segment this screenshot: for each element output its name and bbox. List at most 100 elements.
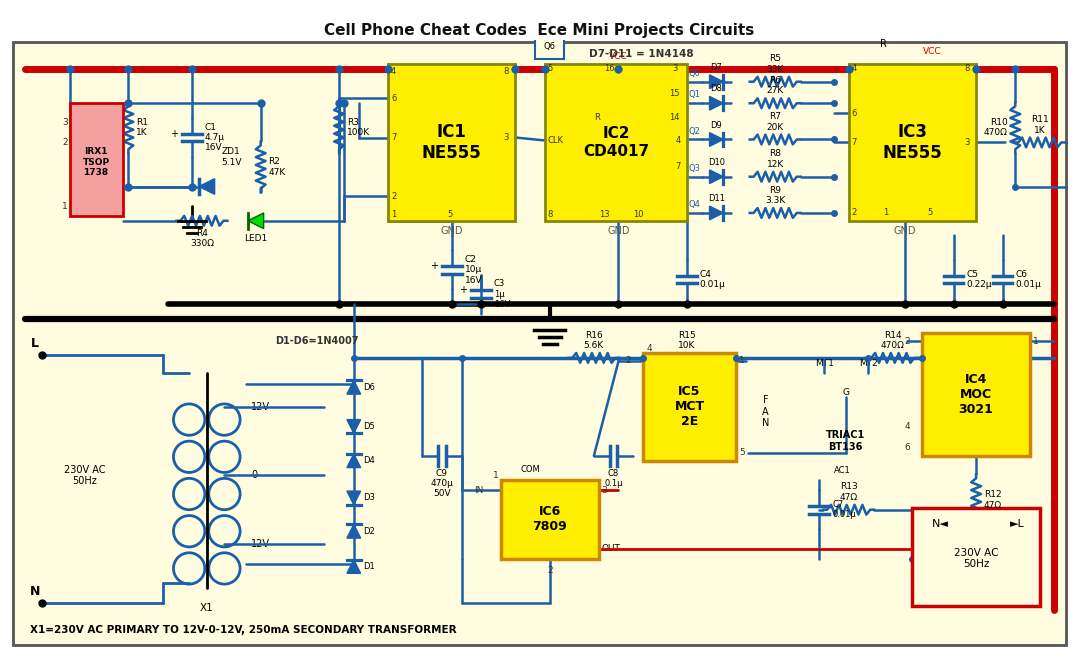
Text: R: R xyxy=(879,40,887,50)
Text: LED1: LED1 xyxy=(244,234,268,244)
Text: 5: 5 xyxy=(548,65,554,73)
Text: X1=230V AC PRIMARY TO 12V-0-12V, 250mA SECONDARY TRANSFORMER: X1=230V AC PRIMARY TO 12V-0-12V, 250mA S… xyxy=(30,625,457,635)
Text: 7: 7 xyxy=(391,133,396,142)
Text: L: L xyxy=(31,337,39,350)
Text: 13: 13 xyxy=(599,211,610,219)
Text: 8: 8 xyxy=(548,211,554,219)
Text: C4
0.01µ: C4 0.01µ xyxy=(699,270,725,289)
Text: 16: 16 xyxy=(603,65,614,73)
Text: COM: COM xyxy=(520,465,541,475)
Text: D8: D8 xyxy=(710,84,722,94)
Text: 2: 2 xyxy=(547,566,552,576)
Text: 4: 4 xyxy=(905,422,911,431)
Text: 6: 6 xyxy=(391,94,396,103)
Text: R5
33K: R5 33K xyxy=(766,55,783,74)
Text: 1: 1 xyxy=(739,356,745,366)
Text: R2
47K: R2 47K xyxy=(269,157,286,177)
Text: ZD1
5.1V: ZD1 5.1V xyxy=(221,147,242,167)
Text: C6
0.01µ: C6 0.01µ xyxy=(1015,270,1041,289)
Text: C5
0.22µ: C5 0.22µ xyxy=(967,270,992,289)
Text: D6: D6 xyxy=(364,383,375,392)
Text: 6: 6 xyxy=(904,444,911,453)
Text: 0: 0 xyxy=(251,471,257,480)
Text: 1: 1 xyxy=(493,471,498,480)
Bar xyxy=(913,508,1040,606)
Text: COM: COM xyxy=(646,448,667,457)
Text: R: R xyxy=(593,114,600,123)
Text: TRIAC1
BT136: TRIAC1 BT136 xyxy=(827,430,865,452)
Text: 230V AC
50Hz: 230V AC 50Hz xyxy=(64,465,105,486)
Polygon shape xyxy=(199,179,215,194)
Bar xyxy=(545,64,687,221)
Text: +: + xyxy=(431,261,438,271)
Text: IC4
MOC
3021: IC4 MOC 3021 xyxy=(958,373,994,416)
Text: R6
27K: R6 27K xyxy=(766,76,783,96)
Text: ►L: ►L xyxy=(1010,519,1025,529)
Text: 8: 8 xyxy=(965,65,970,73)
Bar xyxy=(923,333,1030,456)
Bar xyxy=(535,35,564,59)
Text: VCC: VCC xyxy=(923,48,941,56)
Text: 3: 3 xyxy=(62,118,68,127)
Text: D2: D2 xyxy=(364,527,375,536)
Text: D7-D11 = 1N4148: D7-D11 = 1N4148 xyxy=(589,50,694,59)
Text: CLK: CLK xyxy=(548,136,564,145)
Text: 14: 14 xyxy=(669,114,680,123)
Text: IC3
NE555: IC3 NE555 xyxy=(883,123,942,162)
Text: C9
470µ
50V: C9 470µ 50V xyxy=(431,469,453,498)
Text: IC2
CD4017: IC2 CD4017 xyxy=(583,126,648,158)
Text: D5: D5 xyxy=(364,422,375,431)
Bar xyxy=(69,103,123,216)
Text: R8
12K: R8 12K xyxy=(766,149,783,169)
Polygon shape xyxy=(710,170,723,183)
Bar xyxy=(643,353,736,461)
Text: D1-D6=1N4007: D1-D6=1N4007 xyxy=(275,336,359,346)
Polygon shape xyxy=(710,206,723,220)
Text: IC5
MCT
2E: IC5 MCT 2E xyxy=(674,385,705,428)
Text: R14
470Ω: R14 470Ω xyxy=(880,331,904,350)
Text: IN: IN xyxy=(474,486,483,494)
Polygon shape xyxy=(347,560,360,574)
Text: R9
3.3K: R9 3.3K xyxy=(765,185,786,205)
Text: R10
470Ω: R10 470Ω xyxy=(984,118,1008,137)
Text: D4: D4 xyxy=(364,456,375,465)
Text: D9: D9 xyxy=(710,121,722,130)
Polygon shape xyxy=(248,213,263,228)
Text: 4: 4 xyxy=(646,344,653,353)
Text: 230V AC
50Hz: 230V AC 50Hz xyxy=(954,548,998,570)
Text: N◄: N◄ xyxy=(932,519,948,529)
Text: Q4: Q4 xyxy=(689,200,701,209)
Text: 3: 3 xyxy=(672,65,678,73)
Text: 12V: 12V xyxy=(251,402,270,412)
Text: R11
1K: R11 1K xyxy=(1030,115,1049,135)
Text: IC1
NE555: IC1 NE555 xyxy=(422,123,481,162)
Text: 3: 3 xyxy=(504,133,509,142)
Polygon shape xyxy=(710,133,723,147)
Text: 6: 6 xyxy=(851,108,857,117)
Text: Q3: Q3 xyxy=(689,164,701,173)
Text: D1: D1 xyxy=(364,562,375,571)
Text: F
A
N: F A N xyxy=(762,395,769,428)
Polygon shape xyxy=(710,75,723,88)
Bar xyxy=(849,64,976,221)
Text: OUT: OUT xyxy=(602,544,620,553)
Text: C1
4.7µ
16V: C1 4.7µ 16V xyxy=(205,123,224,152)
Text: 4: 4 xyxy=(675,136,681,145)
Text: 10: 10 xyxy=(633,211,643,219)
Text: 12V: 12V xyxy=(251,539,270,549)
Text: R15
10K: R15 10K xyxy=(678,331,696,350)
Text: 2: 2 xyxy=(391,192,396,201)
Text: Cell Phone Cheat Codes  Ece Mini Projects Circuits: Cell Phone Cheat Codes Ece Mini Projects… xyxy=(325,23,754,38)
Text: 7: 7 xyxy=(675,162,681,172)
Text: Q2: Q2 xyxy=(689,127,701,135)
Text: AC1: AC1 xyxy=(833,465,850,475)
Polygon shape xyxy=(710,96,723,110)
Polygon shape xyxy=(347,525,360,538)
Text: Q1: Q1 xyxy=(689,90,701,100)
Bar xyxy=(388,64,516,221)
Text: D3: D3 xyxy=(364,494,375,502)
Text: 5: 5 xyxy=(927,209,932,217)
Polygon shape xyxy=(347,491,360,505)
Text: VCC: VCC xyxy=(609,52,628,61)
Text: Q0: Q0 xyxy=(689,69,701,78)
